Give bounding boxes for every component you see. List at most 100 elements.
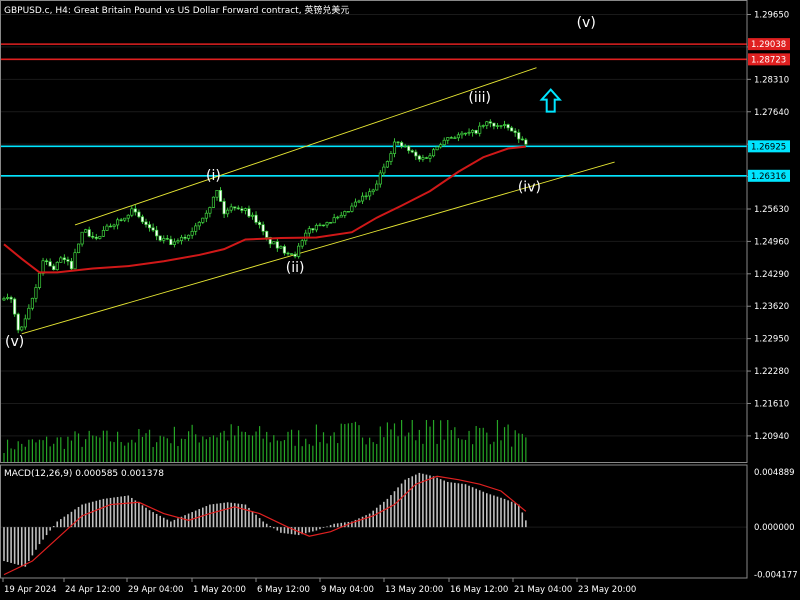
price-tag [748, 53, 790, 66]
wave-label: (v) [577, 15, 596, 31]
candle-body [226, 209, 230, 215]
y-tick-label: 1.21610 [754, 399, 789, 409]
candle-body [417, 155, 421, 160]
candle-body [250, 214, 255, 217]
candle-body [492, 122, 496, 127]
candles [2, 119, 528, 334]
candle-body [321, 224, 326, 227]
candle-body [215, 190, 219, 198]
candle-body [222, 201, 226, 215]
candle-body [211, 196, 216, 208]
candle-body [424, 157, 429, 159]
candle-body [407, 145, 411, 151]
time-axis: 19 Apr 2024 24 Apr 12:00 29 Apr 04:00 1 May… [2, 578, 636, 595]
candle-body [428, 155, 432, 159]
candle-body [339, 214, 343, 218]
candle-body [389, 153, 393, 162]
candle-body [148, 224, 152, 229]
candle-body [69, 260, 74, 270]
candle-body [503, 124, 507, 126]
x-tick-label: 16 May 12:00 [450, 585, 508, 595]
x-tick-label: 6 May 12:00 [257, 585, 310, 595]
up-arrow-icon [539, 88, 562, 113]
candle-body [236, 207, 240, 210]
candle-body [449, 137, 453, 139]
candle-body [176, 240, 180, 243]
x-tick-label: 9 May 04:00 [321, 585, 374, 595]
candle-body [187, 234, 191, 239]
candle-body [329, 222, 333, 224]
horizontal-levels[interactable] [0, 43, 747, 177]
trend-channel[interactable] [21, 67, 615, 335]
candle-body [485, 121, 489, 126]
price-tag-label: 1.26925 [751, 142, 786, 152]
candle-body [9, 297, 13, 300]
candle-body [410, 150, 414, 153]
candle-body [229, 206, 233, 211]
channel-line [74, 67, 537, 226]
x-tick-label: 29 Apr 04:00 [128, 585, 183, 595]
candle-body [162, 238, 166, 241]
candle-body [446, 137, 450, 141]
candle-body [499, 125, 503, 127]
candle-body [194, 225, 198, 232]
price-tag-label: 1.28723 [751, 55, 786, 65]
candle-body [179, 236, 184, 242]
y-tick-label: 1.24290 [754, 270, 789, 280]
candle-body [463, 132, 468, 135]
candle-body [13, 298, 17, 315]
wave-label: (iii) [468, 90, 491, 106]
candle-body [353, 201, 358, 207]
candle-body [272, 241, 276, 245]
moving-average-line [3, 145, 526, 274]
candle-body [364, 195, 368, 198]
candle-body [357, 200, 361, 203]
candle-body [84, 229, 88, 233]
candle-body [268, 237, 272, 245]
x-tick-label: 13 May 20:00 [385, 585, 443, 595]
candle-body [261, 224, 265, 232]
candle-body [55, 262, 59, 271]
macd-panel [0, 472, 747, 576]
candle-body [183, 236, 187, 239]
candle-body [105, 225, 109, 231]
candle-body [275, 241, 279, 249]
candle-body [201, 217, 205, 223]
price-tag [748, 38, 790, 51]
candle-body [293, 254, 297, 257]
candle-body [80, 231, 84, 245]
x-tick-label: 24 Apr 12:00 [65, 585, 120, 595]
candle-body [137, 211, 141, 218]
macd-tick-label: 0.000000 [754, 523, 795, 533]
candle-body [336, 216, 340, 219]
candle-body [460, 132, 464, 136]
candle-body [108, 225, 113, 228]
price-axis: 1.296501.289801.283101.276401.269701.263… [747, 11, 798, 580]
candle-body [314, 224, 318, 231]
candle-body [144, 221, 148, 225]
candle-body [27, 307, 31, 320]
chart-title: GBPUSD.c, H4: Great Britain Pound vs US … [4, 6, 350, 16]
candle-body [219, 190, 223, 202]
price-tag [748, 140, 790, 153]
candle-body [112, 224, 116, 227]
candle-body [520, 138, 524, 141]
candle-body [332, 217, 336, 224]
candle-body [396, 141, 400, 144]
macd-tick-label: -0.004177 [754, 570, 798, 580]
candle-body [361, 195, 365, 202]
candle-body [506, 124, 510, 129]
candle-body [474, 129, 478, 134]
candle-body [382, 166, 386, 174]
y-tick-label: 1.22950 [754, 335, 789, 345]
candle-body [368, 191, 372, 197]
candle-body [453, 137, 457, 139]
candle-body [151, 227, 155, 231]
candle-body [116, 219, 120, 226]
main-panel-border [0, 0, 748, 463]
candle-body [197, 221, 201, 227]
candle-body [20, 326, 24, 331]
candle-body [478, 125, 482, 134]
candle-body [76, 243, 81, 254]
